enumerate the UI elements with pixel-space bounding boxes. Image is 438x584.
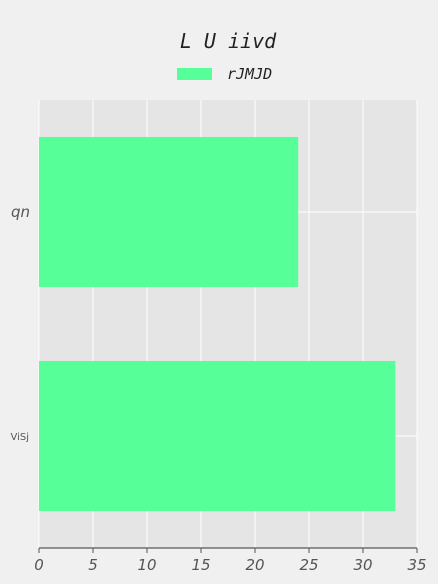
bar [39, 360, 396, 512]
chart-title: L U iivd [180, 29, 277, 53]
y-category-label: qn [11, 203, 30, 221]
bar [39, 136, 299, 288]
x-tick-label: 0 [34, 556, 44, 574]
x-tick-label: 20 [245, 556, 264, 574]
legend-swatch [177, 68, 212, 80]
y-axis-categories: qn ViSj [10, 203, 30, 443]
x-tick-label: 35 [407, 556, 426, 574]
bars [39, 136, 396, 512]
x-tick-label: 5 [88, 556, 98, 574]
x-tick-label: 10 [137, 556, 156, 574]
x-tick-label: 30 [353, 556, 372, 574]
y-category-label: ViSj [10, 432, 29, 443]
x-tick-label: 25 [299, 556, 318, 574]
legend-label: rJMJD [227, 65, 272, 83]
x-tick-label: 15 [191, 556, 210, 574]
x-axis-ticks: 0 5 10 15 20 25 30 35 [34, 548, 427, 574]
legend: rJMJD [177, 65, 272, 83]
